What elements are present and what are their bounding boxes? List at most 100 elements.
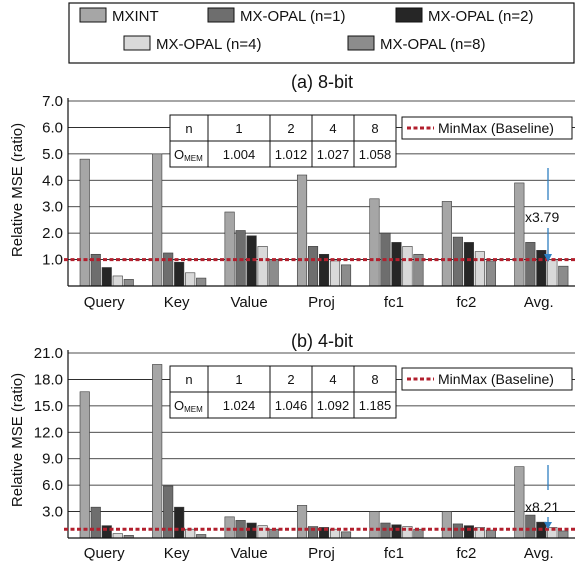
table-header-cell: n (185, 372, 192, 387)
table-value-cell: 1.058 (359, 147, 392, 162)
table-header-cell: 8 (371, 372, 378, 387)
bar-fc2-series-3 (474, 251, 485, 287)
bar-query-series-1 (90, 506, 101, 539)
baseline-legend-label: MinMax (Baseline) (438, 120, 554, 136)
plot-frame (67, 98, 575, 287)
ratio-annotation: x3.79 (525, 168, 559, 262)
y-tick-label: 2.0 (42, 225, 63, 242)
y-tick-label: 12.0 (34, 424, 63, 441)
category-labels: Query Key Value Proj fc1 fc2 Avg. (84, 545, 554, 562)
ratio-annotation: x8.21 (525, 465, 559, 529)
bar-fc2-series-4 (485, 529, 496, 539)
bar-value-series-3 (257, 246, 268, 287)
bar-fc2-series-2 (463, 525, 474, 539)
annotation-arrowhead (544, 254, 552, 262)
bar-key-series-4 (196, 277, 207, 287)
table-value-cell: 1.046 (275, 398, 308, 413)
bar-proj-series-4 (340, 531, 352, 539)
y-tick-label: 4.0 (42, 172, 63, 189)
bar-proj-series-4 (340, 264, 352, 287)
bar-proj-series-3 (329, 260, 341, 287)
table-value-cell: 1.092 (317, 398, 350, 413)
y-tick-label: 6.0 (42, 119, 63, 136)
table-header-cell: 1 (235, 121, 242, 136)
y-tick-label: 18.0 (34, 371, 63, 388)
bar-avg-series-3 (547, 259, 558, 287)
bar-query-series-3 (112, 533, 123, 539)
category-label: Avg. (524, 294, 554, 311)
y-tick-label: 3.0 (42, 199, 63, 216)
bar-query-series-0 (79, 158, 90, 287)
legend-label-2: MX-OPAL (n=2) (428, 8, 533, 25)
y-tick-label: 1.0 (42, 252, 63, 269)
bar-key-series-1 (163, 252, 174, 287)
legend-label-3: MX-OPAL (n=4) (156, 36, 261, 53)
table-value-cell: 1.027 (317, 147, 350, 162)
category-label: Query (84, 294, 125, 311)
annotation-label: x3.79 (525, 209, 559, 225)
y-tick-label: 9.0 (42, 451, 63, 468)
bar-proj-series-1 (307, 246, 319, 287)
bar-avg-series-0 (514, 466, 525, 539)
y-tick-label: 5.0 (42, 146, 63, 163)
y-tick-label: 3.0 (42, 504, 63, 521)
omem-table: n 1 2 4 8 OMEM 1.024 1.046 1.092 1.185 (169, 365, 397, 419)
category-label: Proj (308, 294, 335, 311)
chart-8bit: (a) 8-bit Relative MSE (ratio) 7.0 6.0 5.0… (9, 72, 575, 311)
bar-value-series-4 (268, 259, 279, 287)
bar-value-series-0 (224, 211, 235, 287)
baseline-legend-box (401, 367, 573, 391)
legend-swatch-4 (347, 35, 375, 51)
bar-key-series-0 (152, 153, 163, 287)
chart-4bit: (b) 4-bit Relative MSE (ratio) 21.0 18.0 1… (9, 331, 575, 562)
category-labels: Query Key Value Proj fc1 fc2 Avg. (84, 294, 554, 311)
bar-value-series-0 (224, 516, 235, 539)
y-tick-label: 15.0 (34, 398, 63, 415)
bar-avg-series-4 (558, 265, 569, 287)
y-ticks: 21.0 18.0 15.0 12.0 9.0 6.0 3.0 (34, 345, 63, 521)
category-label: Key (164, 545, 190, 562)
baseline-legend-label: MinMax (Baseline) (438, 371, 554, 387)
y-ticks: 7.0 6.0 5.0 4.0 3.0 2.0 1.0 (42, 93, 63, 269)
bar-fc1-series-0 (369, 198, 380, 287)
legend-entry-0: MXINT (79, 7, 159, 25)
bar-fc2-series-1 (452, 236, 463, 287)
legend-label-4: MX-OPAL (n=8) (380, 36, 485, 53)
bar-value-series-3 (257, 525, 268, 539)
legend-swatch-1 (207, 7, 235, 23)
bar-key-series-2 (174, 261, 185, 287)
bars (79, 153, 569, 287)
bar-query-series-2 (101, 267, 112, 287)
bar-avg-series-4 (558, 530, 569, 539)
bar-query-series-0 (79, 391, 90, 539)
bar-avg-series-0 (514, 182, 525, 287)
table-value-cell: 1.024 (223, 398, 256, 413)
y-tick-label: 6.0 (42, 477, 63, 494)
bar-fc2-series-2 (463, 242, 474, 287)
category-label: Proj (308, 545, 335, 562)
legend-swatch-2 (395, 7, 423, 23)
annotation-arrowhead (544, 522, 552, 529)
bar-key-series-0 (152, 364, 163, 539)
category-label: fc1 (384, 545, 404, 562)
table-header-cell: 8 (371, 121, 378, 136)
bar-avg-series-2 (536, 250, 547, 287)
legend-entry-2: MX-OPAL (n=2) (395, 7, 533, 25)
table-value-cell: 1.012 (275, 147, 308, 162)
legend-entry-3: MX-OPAL (n=4) (123, 35, 261, 53)
table-header-cell: 2 (287, 372, 294, 387)
chart-title: (a) 8-bit (291, 72, 353, 92)
table-row-label: OMEM (174, 147, 203, 163)
bar-avg-series-1 (525, 242, 536, 287)
legend: MXINT MX-OPAL (n=1) MX-OPAL (n=2) MX-OPA… (68, 2, 575, 64)
bar-fc1-series-0 (369, 511, 380, 539)
legend-swatch-0 (79, 7, 107, 23)
baseline-legend: MinMax (Baseline) (401, 116, 573, 140)
bar-key-series-2 (174, 506, 185, 539)
legend-border (68, 2, 575, 64)
category-label: Key (164, 294, 190, 311)
bar-key-series-3 (185, 272, 196, 287)
category-label: Value (230, 294, 267, 311)
baseline-legend: MinMax (Baseline) (401, 367, 573, 391)
annotation-label: x8.21 (525, 499, 559, 515)
